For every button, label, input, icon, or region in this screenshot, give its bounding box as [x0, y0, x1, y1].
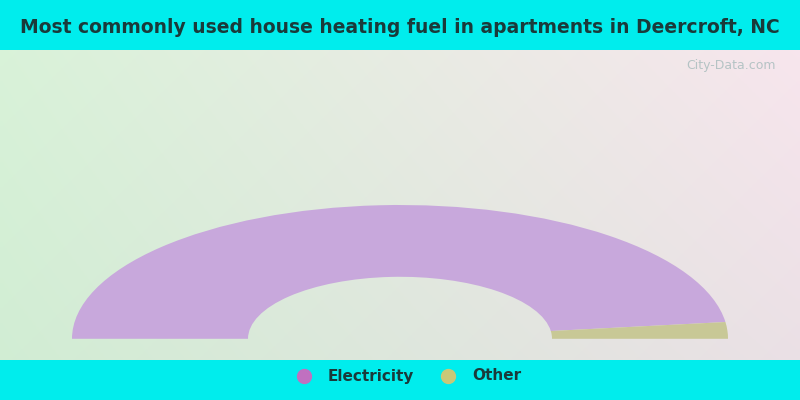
Wedge shape [551, 322, 728, 339]
Wedge shape [72, 205, 726, 339]
Text: Most commonly used house heating fuel in apartments in Deercroft, NC: Most commonly used house heating fuel in… [20, 18, 780, 37]
Text: Other: Other [472, 368, 521, 384]
Text: Electricity: Electricity [328, 368, 414, 384]
Text: City-Data.com: City-Data.com [686, 59, 776, 72]
